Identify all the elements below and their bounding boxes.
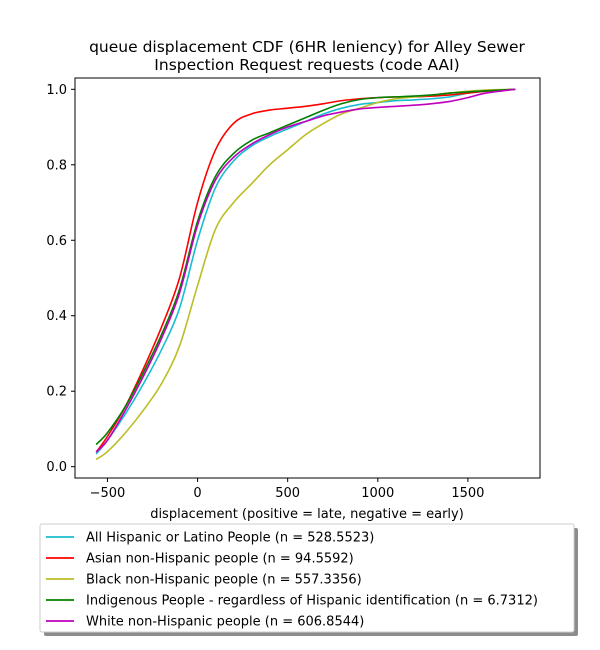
y-tick-label: 1.0 bbox=[46, 83, 67, 98]
legend: All Hispanic or Latino People (n = 528.5… bbox=[39, 523, 578, 636]
plot-area-frame bbox=[74, 77, 541, 479]
x-axis-label: displacement (positive = late, negative … bbox=[150, 507, 464, 522]
x-tick-label: 500 bbox=[275, 486, 300, 501]
legend-entries: All Hispanic or Latino People (n = 528.5… bbox=[46, 531, 538, 630]
x-tick-label: −500 bbox=[90, 486, 126, 501]
chart-title-line-1: queue displacement CDF (6HR leniency) fo… bbox=[89, 38, 525, 56]
chart-title-line-2: Inspection Request requests (code AAI) bbox=[154, 56, 459, 74]
legend-label-3: Black non-Hispanic people (n = 557.3356) bbox=[86, 573, 362, 588]
series-line-5 bbox=[95, 88, 516, 453]
legend-label-2: Asian non-Hispanic people (n = 94.5592) bbox=[86, 552, 354, 567]
series-line-2 bbox=[95, 88, 516, 453]
x-axis: −500 0 500 1000 1500 bbox=[90, 478, 484, 501]
series-line-1 bbox=[95, 88, 516, 455]
y-tick-label: 0.4 bbox=[46, 309, 67, 324]
legend-box bbox=[39, 523, 575, 633]
legend-label-1: All Hispanic or Latino People (n = 528.5… bbox=[86, 531, 374, 546]
y-tick-label: 0.6 bbox=[46, 234, 67, 249]
series-line-4 bbox=[95, 88, 516, 445]
legend-label-4: Indigenous People - regardless of Hispan… bbox=[86, 594, 538, 609]
y-tick-label: 0.8 bbox=[46, 158, 67, 173]
x-tick-label: 1500 bbox=[451, 486, 484, 501]
x-tick-label: 0 bbox=[193, 486, 201, 501]
y-tick-label: 0.2 bbox=[46, 385, 67, 400]
y-axis: 0.0 0.2 0.4 0.6 0.8 1.0 bbox=[46, 83, 75, 475]
series-layer bbox=[95, 88, 516, 460]
legend-label-5: White non-Hispanic people (n = 606.8544) bbox=[86, 615, 364, 630]
y-tick-label: 0.0 bbox=[46, 460, 67, 475]
x-tick-label: 1000 bbox=[361, 486, 394, 501]
